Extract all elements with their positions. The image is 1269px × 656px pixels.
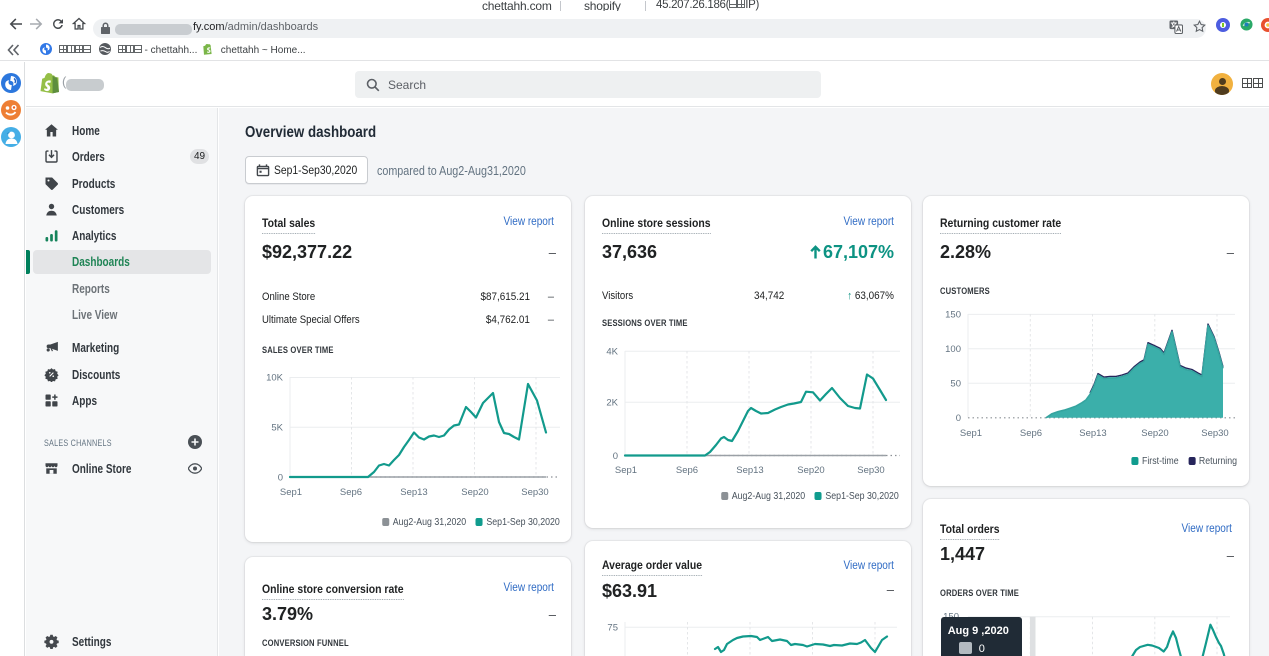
- svg-text:50: 50: [950, 379, 961, 390]
- svg-text:Sep6: Sep6: [340, 487, 362, 498]
- svg-text:Sep30: Sep30: [1201, 428, 1228, 439]
- svg-text:Sep13: Sep13: [400, 487, 427, 498]
- svg-text:75: 75: [607, 623, 618, 634]
- svg-text:Sep20: Sep20: [1141, 428, 1168, 439]
- svg-text:Sep1: Sep1: [280, 487, 302, 498]
- svg-text:Sep30: Sep30: [857, 465, 884, 476]
- svg-text:0: 0: [278, 473, 283, 484]
- svg-text:Sep6: Sep6: [676, 465, 698, 476]
- svg-text:Sep13: Sep13: [1079, 428, 1106, 439]
- svg-text:0: 0: [613, 451, 618, 462]
- svg-text:Sep13: Sep13: [736, 465, 763, 476]
- svg-text:2K: 2K: [606, 398, 618, 409]
- svg-text:Sep1: Sep1: [960, 428, 982, 439]
- svg-text:Sep30: Sep30: [521, 487, 548, 498]
- svg-text:150: 150: [945, 310, 961, 321]
- svg-text:Sep20: Sep20: [797, 465, 824, 476]
- svg-text:10K: 10K: [266, 373, 284, 384]
- svg-text:Sep20: Sep20: [461, 487, 488, 498]
- svg-text:100: 100: [945, 344, 961, 355]
- svg-text:0: 0: [956, 413, 961, 424]
- svg-text:5K: 5K: [271, 423, 283, 434]
- svg-text:Sep1: Sep1: [615, 465, 637, 476]
- svg-text:4K: 4K: [606, 347, 618, 358]
- svg-text:Sep6: Sep6: [1020, 428, 1042, 439]
